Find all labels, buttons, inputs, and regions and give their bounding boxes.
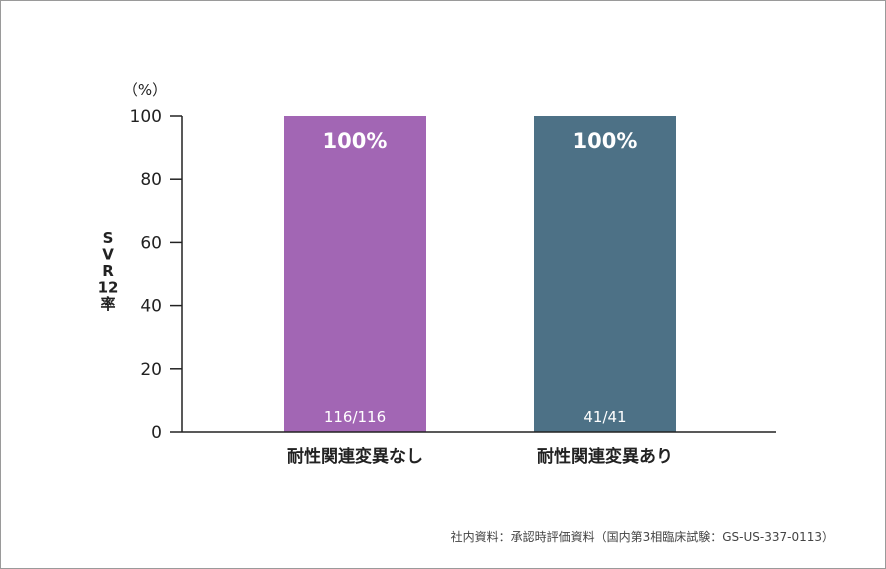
bar-count-label: 41/41	[583, 408, 626, 426]
bar	[534, 116, 676, 432]
y-axis-label-char: 率	[100, 295, 115, 313]
category-label: 耐性関連変異なし	[287, 446, 423, 467]
y-axis-label-char: S	[103, 229, 114, 247]
bar-count-label: 116/116	[324, 408, 386, 426]
bar-value-label: 100%	[323, 129, 388, 153]
bar-value-label: 100%	[573, 129, 638, 153]
y-tick-label: 0	[151, 423, 162, 443]
source-note: 社内資料：承認時評価資料（国内第3相臨床試験：GS-US-337-0113）	[450, 530, 834, 544]
y-tick-label: 80	[140, 170, 162, 190]
y-axis-ticks: 0 20 40 60 80 100	[130, 107, 182, 443]
y-axis-label-char: 12	[98, 279, 119, 297]
y-tick-label: 60	[140, 233, 162, 253]
y-axis-label-char: V	[102, 246, 114, 264]
y-tick-label: 100	[130, 107, 162, 127]
y-tick-label: 40	[140, 297, 162, 317]
y-tick-label: 20	[140, 360, 162, 380]
y-axis-unit: （%）	[123, 81, 167, 99]
y-axis-label-char: R	[102, 262, 114, 280]
bars: 100% 116/116 耐性関連変異なし 100% 41/41 耐性関連変異あり	[284, 116, 676, 467]
bar	[284, 116, 426, 432]
category-label: 耐性関連変異あり	[537, 446, 673, 467]
